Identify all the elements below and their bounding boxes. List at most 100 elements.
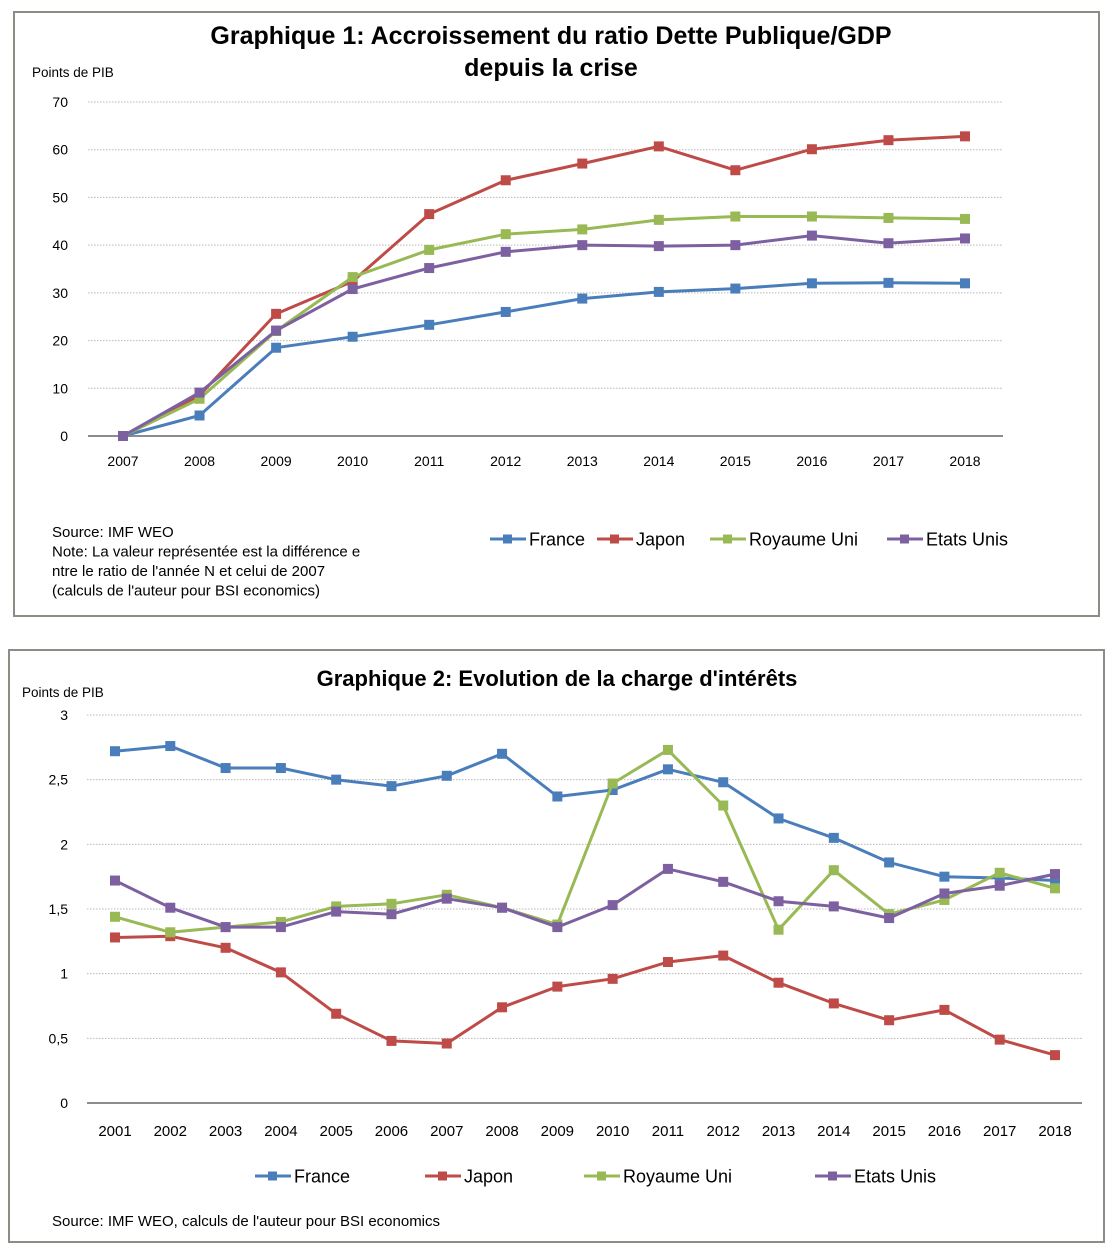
chart-2-point-etats-unis [331,906,342,917]
chart-1-note-line: Source: IMF WEO [52,524,174,541]
chart-2-legend-swatch-marker [268,1171,277,1181]
chart-2-point-france [220,763,231,774]
chart-2-point-france [828,832,839,843]
chart-2-point-france [884,857,895,868]
chart-1-point-royaume-uni [653,214,664,225]
chart-1-legend-swatch-marker [503,534,512,544]
chart-1-point-royaume-uni [347,272,358,283]
chart-2-series-etats-unis [110,863,1060,933]
chart-2-legend-swatch-marker [438,1171,447,1181]
chart-2-x-tick-label: 2007 [430,1123,463,1140]
chart-2-point-royaume-uni [275,916,286,927]
chart-1-point-japon [806,144,817,155]
chart-2-point-japon [773,977,784,988]
chart-1-x-tick-label: 2015 [720,453,751,469]
chart-2-point-france [773,813,784,824]
chart-2-legend-item-royaume-uni: Royaume Uni [584,1167,732,1187]
chart-1-point-france [653,286,664,297]
chart-1-point-france [194,410,205,421]
chart-2-point-japon [497,1002,508,1013]
chart-1-x-tick-label: 2013 [567,453,598,469]
chart-2-point-etats-unis [110,875,120,886]
chart-1-x-tick-label: 2012 [490,453,521,469]
chart-2-y-axis-label: Points de PIB [22,685,104,700]
chart-2-point-france [552,791,563,802]
chart-2-point-etats-unis [884,913,895,924]
chart-1-y-tick-label: 40 [52,237,68,253]
chart-2-point-france [607,785,618,796]
chart-1-point-etats-unis [500,246,511,257]
chart-1-legend-swatch-marker [610,534,619,544]
chart-2-point-japon [1050,1050,1060,1061]
chart-2-point-royaume-uni [607,778,618,789]
chart-1-point-etats-unis [424,263,435,274]
chart-1-legend-swatch-marker [723,534,732,544]
chart-2-y-tick-label: 2 [60,836,68,852]
chart-1-frame [13,11,1100,617]
chart-2-point-france [275,763,286,774]
chart-1-y-tick-label: 30 [52,285,68,301]
chart-2-x-tick-label: 2010 [596,1123,629,1140]
chart-2-point-japon [662,957,673,968]
chart-1-point-japon [271,308,282,319]
chart-1-legend-swatch-marker [900,534,909,544]
chart-2-point-france [386,781,397,792]
chart-1-legend-item-royaume-uni: Royaume Uni [710,530,858,550]
chart-2-point-japon [275,967,286,978]
chart-1-point-etats-unis [347,284,358,295]
chart-1-point-etats-unis [194,387,205,398]
chart-1-y-tick-label: 10 [52,380,68,396]
chart-2-point-etats-unis [662,863,673,874]
chart-1-legend-label: France [529,530,585,550]
chart-2-legend-label: Etats Unis [854,1167,936,1187]
chart-1-title-line-2: depuis la crise [464,54,638,82]
chart-2-point-france [1050,875,1060,886]
chart-1-title-line-1: Graphique 1: Accroissement du ratio Dett… [210,22,891,50]
chart-1-legend-label: Royaume Uni [749,530,858,550]
chart-2-point-royaume-uni [662,744,673,755]
chart-1-point-royaume-uni [500,229,511,240]
chart-2-point-etats-unis [497,902,508,913]
chart-2-point-royaume-uni [331,901,342,912]
chart-1-point-france [347,331,358,342]
chart-1-line-france [122,281,966,438]
chart-2-legend-label: Royaume Uni [623,1167,732,1187]
chart-1-y-tick-label: 0 [60,428,68,444]
chart-1-point-royaume-uni [806,211,817,222]
chart-2-y-tick-label: 1,5 [49,901,69,917]
chart-2-legend-item-japon: Japon [425,1167,513,1187]
chart-1-point-etats-unis [271,325,282,336]
chart-2-point-royaume-uni [773,924,784,935]
chart-1-x-tick-label: 2007 [107,453,138,469]
chart-1-series-france [118,277,970,441]
chart-2-x-tick-label: 2008 [485,1123,518,1140]
chart-2-x-tick-label: 2017 [983,1123,1016,1140]
chart-2-point-japon [718,950,729,961]
chart-1-x-tick-label: 2010 [337,453,368,469]
chart-2-point-etats-unis [220,922,231,933]
chart-1-y-tick-label: 50 [52,189,68,205]
chart-2-point-etats-unis [773,896,784,907]
chart-2-point-france [662,764,673,775]
chart-2-point-japon [386,1035,397,1046]
chart-2-point-japon [552,981,563,992]
chart-2-point-france [165,741,176,752]
chart-1-y-tick-label: 70 [52,94,68,110]
chart-1-legend-item-japon: Japon [597,530,685,550]
chart-1-point-france [271,342,282,353]
chart-2-x-tick-label: 2004 [264,1123,297,1140]
chart-1-point-royaume-uni [730,211,741,222]
chart-1-point-royaume-uni [194,393,205,404]
chart-2-x-tick-label: 2003 [209,1123,242,1140]
chart-2-legend-item-france: France [255,1167,350,1187]
chart-1-x-tick-label: 2009 [261,453,292,469]
chart-2-point-france [994,872,1005,883]
chart-2-title: Graphique 2: Evolution de la charge d'in… [317,666,798,691]
chart-2-line-royaume-uni [114,748,1056,934]
chart-1-point-royaume-uni [960,213,970,224]
chart-1-point-royaume-uni [577,224,588,235]
chart-2-point-france [497,748,508,759]
chart-1-point-france [424,319,435,330]
chart-2-point-royaume-uni [1050,883,1060,894]
